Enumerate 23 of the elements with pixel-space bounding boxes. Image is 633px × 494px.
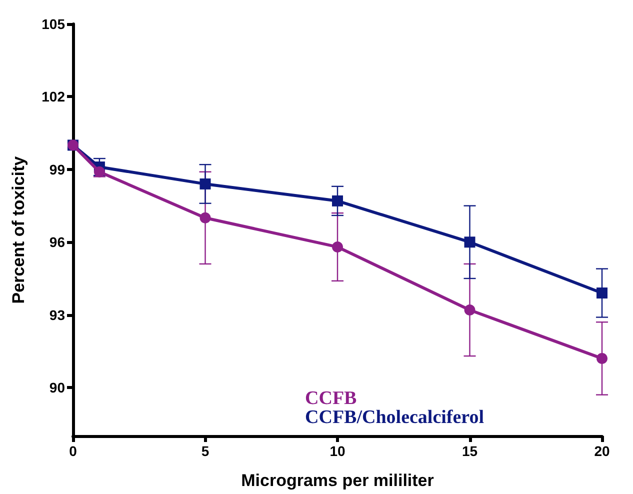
x-axis-title: Micrograms per mililiter [241,471,434,490]
y-tick-label: 102 [42,88,66,105]
point [200,178,211,190]
y-axis-title: Percent of toxicity [9,156,28,304]
point [200,212,211,224]
point [332,241,343,252]
x-tick-label: 0 [69,443,78,459]
point [332,195,343,206]
y-tick-label: 93 [49,306,66,323]
x-tick-label: 15 [462,443,478,459]
point [596,288,608,299]
text: CCFB/Cholecalciferol [305,407,484,428]
point [464,304,476,316]
y-tick-label: 96 [49,234,66,250]
point [464,236,476,248]
y-tick-label: 99 [49,161,66,178]
x-tick-label: 10 [330,443,346,459]
text: CCFB [305,388,358,409]
x-tick-label: 20 [594,443,610,459]
y-tick-label: 90 [49,380,66,396]
y-tick-label: 105 [42,16,66,32]
point [596,352,608,364]
x-tick-label: 5 [201,443,210,459]
